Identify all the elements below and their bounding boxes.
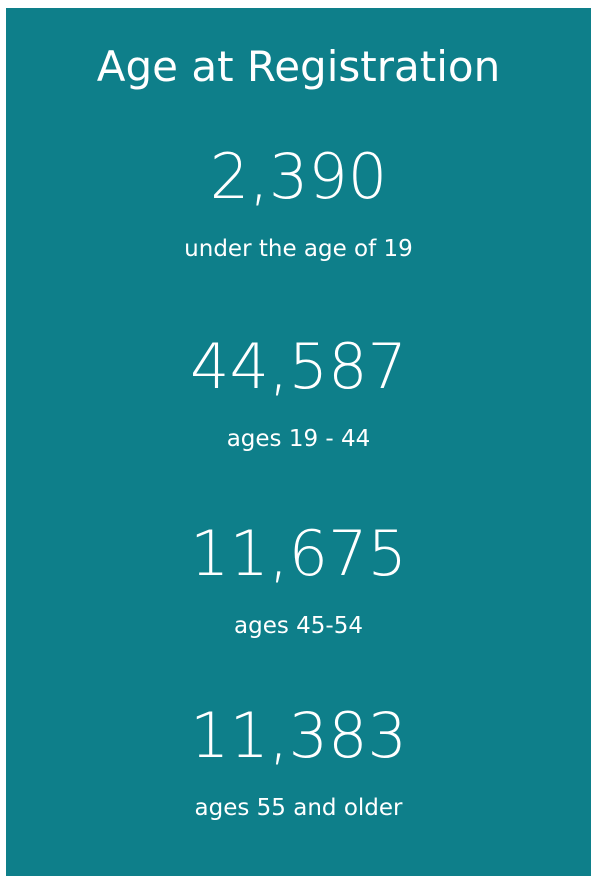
stat-value: 11,675 [190, 517, 407, 590]
stat-label: ages 55 and older [194, 795, 403, 821]
title: Age at Registration [96, 42, 501, 91]
stat-value: 44,587 [190, 330, 407, 403]
stat-label: ages 19 - 44 [226, 426, 371, 452]
stat-label: ages 45-54 [234, 613, 363, 639]
stat-value: 2,390 [209, 140, 388, 213]
panel: Age at Registration 2,390 under the age o… [6, 8, 591, 876]
stat-label: under the age of 19 [184, 236, 413, 262]
stat-value: 11,383 [190, 699, 407, 772]
